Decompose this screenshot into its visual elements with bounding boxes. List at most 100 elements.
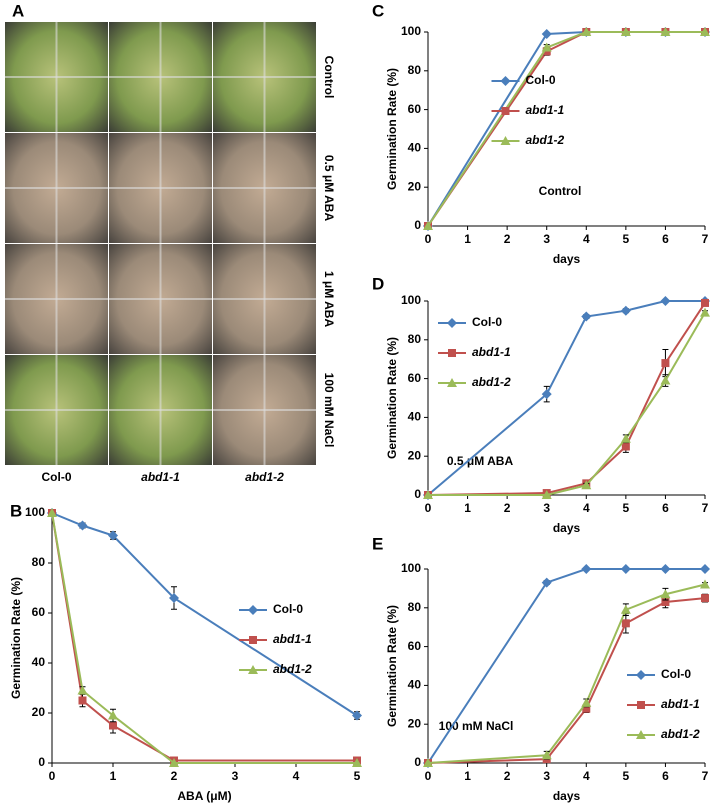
marker [660,564,671,574]
x-tick-label: 3 [232,769,239,783]
marker [701,298,709,307]
marker [660,27,671,36]
x-axis-label: days [553,252,581,266]
marker [660,375,671,385]
y-tick-label: 100 [25,505,45,519]
annotation: 100 mM NaCl [439,719,514,733]
x-tick-label: 0 [49,769,56,783]
marker [108,710,118,720]
panel-label: E [372,534,383,553]
y-tick-label: 40 [408,678,422,692]
row-label: 1 μM ABA [322,271,336,328]
y-tick-label: 20 [32,705,46,719]
marker [620,433,631,443]
x-axis-label: ABA (μM) [177,789,231,803]
y-tick-label: 100 [401,24,421,38]
marker [660,589,671,599]
marker [109,721,117,730]
x-tick-label: 2 [504,769,511,783]
marker [47,508,57,517]
annotation: 0.5 μM ABA [447,454,514,468]
y-axis-label: Germination Rate (%) [9,577,23,699]
marker [78,696,87,705]
marker [352,710,362,721]
panel-label: A [12,1,24,20]
x-tick-label: 1 [464,501,471,515]
y-tick-label: 100 [401,561,421,575]
x-tick-label: 3 [543,769,550,783]
y-tick-label: 0 [38,755,45,769]
marker [248,605,258,615]
marker [636,670,646,680]
y-tick-label: 20 [408,716,422,730]
marker [581,480,592,490]
y-tick-label: 80 [32,555,46,569]
x-tick-label: 2 [171,769,178,783]
marker [423,221,433,230]
marker [581,27,592,36]
marker [582,704,591,713]
marker [541,42,552,52]
marker [541,750,552,760]
marker [700,307,710,317]
marker [661,359,670,368]
legend-label: abd1-1 [661,697,700,711]
x-tick-label: 2 [504,232,511,246]
x-axis-label: days [553,789,581,803]
legend-label: Col-0 [273,602,303,616]
marker [637,701,645,709]
x-tick-label: 7 [702,769,709,783]
column-label: Col-0 [42,470,72,484]
marker [249,636,257,644]
x-tick-label: 5 [623,232,630,246]
marker [248,665,258,674]
legend-label: abd1-2 [273,662,312,676]
marker [621,619,630,628]
marker [636,730,646,739]
x-tick-label: 1 [464,232,471,246]
x-tick-label: 7 [702,232,709,246]
marker [77,685,88,695]
panel-label: D [372,274,384,293]
marker [581,564,592,574]
marker [108,530,118,541]
x-tick-label: 6 [662,501,669,515]
marker [700,27,710,36]
y-tick-label: 60 [408,639,422,653]
y-tick-label: 40 [32,655,46,669]
x-tick-label: 6 [662,769,669,783]
y-tick-label: 40 [408,141,422,155]
marker [423,490,433,499]
row-label: 0.5 μM ABA [322,155,336,222]
marker [541,389,552,400]
series-line [428,312,706,496]
marker [500,76,511,86]
column-label: abd1-1 [141,470,180,484]
series-line [427,583,706,764]
x-tick-label: 4 [293,769,300,783]
x-tick-label: 5 [623,501,630,515]
marker [661,597,670,606]
series-line [427,302,706,496]
legend-label: Col-0 [661,667,691,681]
marker [501,107,510,115]
marker [701,594,709,603]
y-tick-label: 20 [408,179,422,193]
legend-label: abd1-1 [472,345,511,359]
legend-label: abd1-1 [526,103,565,117]
y-axis-label: Germination Rate (%) [385,68,399,190]
marker [423,758,433,767]
x-tick-label: 4 [583,501,590,515]
x-tick-label: 5 [354,769,361,783]
x-tick-label: 6 [662,232,669,246]
marker [660,296,671,306]
marker [700,579,710,589]
marker [541,28,552,39]
y-tick-label: 100 [401,293,421,307]
y-tick-label: 0 [414,487,421,501]
x-tick-label: 1 [464,769,471,783]
x-tick-label: 5 [623,769,630,783]
marker [620,27,631,36]
series-line [427,568,705,764]
marker [621,442,630,451]
